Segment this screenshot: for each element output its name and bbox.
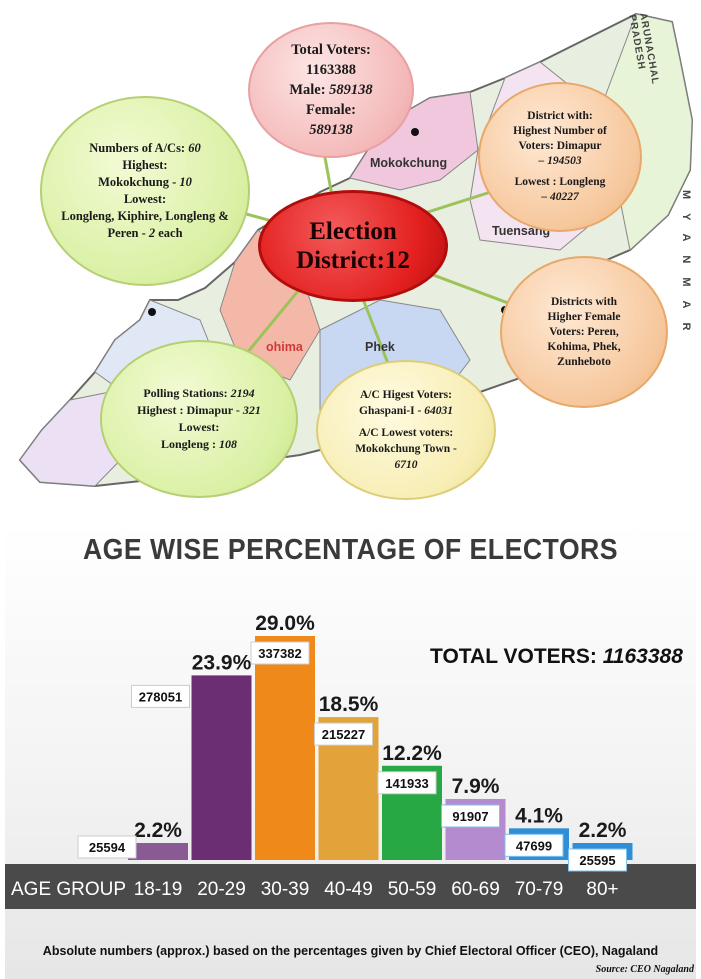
district-voters-line: Voters: Dimapur — [518, 140, 602, 152]
ac-highest-label: A/C Higest Voters: — [360, 389, 452, 401]
acs-bubble: Numbers of A/Cs: 60 Highest: Mokokchung … — [40, 96, 250, 286]
ac-lowest-label: A/C Lowest voters: — [358, 427, 454, 439]
value-box — [377, 771, 437, 795]
percent-label: 2.2% — [579, 819, 627, 842]
category-label: 60-69 — [451, 879, 500, 900]
polling-total: Polling Stations: 2194 — [143, 386, 255, 400]
map-label-mokokchung: Mokokchung — [370, 156, 448, 170]
total-voters-text: TOTAL VOTERS: — [430, 645, 597, 668]
male-voters: Male: 589138 — [289, 82, 373, 98]
value-label: 141933 — [385, 776, 428, 791]
category-label: 30-39 — [261, 879, 310, 900]
percent-label: 12.2% — [382, 742, 442, 765]
value-box — [250, 641, 310, 665]
polling-lowest: Longleng : 108 — [160, 437, 237, 451]
bar-30-39 — [255, 636, 315, 860]
chart-footnote: Absolute numbers (approx.) based on the … — [42, 944, 659, 958]
total-voters-label: TOTAL VOTERS: 1163388 — [430, 645, 683, 669]
category-label: 18-19 — [134, 879, 183, 900]
female-voters-line: Zunheboto — [557, 355, 611, 368]
chart-source: Source: CEO Nagaland — [595, 964, 694, 975]
ac-voters-bubble: A/C Higest Voters: Ghaspani-I - 64031 A/… — [316, 360, 496, 500]
election-label: Election — [309, 218, 397, 245]
map-label-kohima: ohima — [266, 340, 303, 354]
total-voters-bubble: Total Voters: 1163388 Male: 589138 Femal… — [248, 22, 414, 158]
value-label: 337382 — [258, 646, 301, 661]
acs-count: Numbers of A/Cs: 60 — [89, 141, 201, 155]
polling-stations-bubble: Polling Stations: 2194 Highest : Dimapur… — [100, 340, 298, 498]
age-wise-chart: AGE WISE PERCENTAGE OF ELECTORS AGE GROU… — [5, 524, 696, 979]
map-label-phek: Phek — [365, 340, 395, 354]
female-label: Female: — [306, 102, 356, 118]
district-infographic: Mokokchung Tuensang Phek ohima ARUNACHAL… — [18, 12, 694, 500]
value-label: 25594 — [89, 840, 126, 855]
ac-lowest-name: Mokokchung Town - — [355, 443, 457, 455]
district-voters-value: – 194503 — [538, 155, 582, 167]
acs-highest: Mokokchung - 10 — [98, 175, 192, 189]
female-voters-line: Voters: Peren, — [549, 325, 619, 338]
district-voters-line: Lowest : Longleng — [514, 176, 606, 188]
acs-highest-label: Highest: — [122, 158, 168, 172]
ac-highest: Ghaspani-I - 64031 — [359, 405, 453, 417]
district-voters-bubble: District with: Highest Number of Voters:… — [478, 82, 642, 232]
value-box — [441, 804, 500, 828]
polling-lowest-label: Lowest: — [178, 420, 220, 434]
acs-lowest-label: Lowest: — [123, 192, 167, 206]
percent-label: 18.5% — [319, 693, 379, 716]
total-voters-number: 1163388 — [602, 645, 683, 668]
district-voters-line: Highest Number of — [513, 125, 607, 137]
category-label: 50-59 — [388, 879, 437, 900]
chart-title: AGE WISE PERCENTAGE OF ELECTORS — [82, 534, 619, 566]
value-label: 47699 — [516, 838, 552, 853]
value-box — [568, 848, 627, 872]
female-value: 589138 — [309, 122, 353, 138]
female-voters-line: Districts with — [550, 295, 618, 308]
female-voters-bubble: Districts with Higher Female Voters: Per… — [500, 256, 668, 408]
percent-label: 29.0% — [255, 612, 315, 635]
district-voters-value: – 40227 — [541, 191, 579, 203]
map-label-myanmar: MYANMAR — [680, 190, 692, 345]
percent-label: 4.1% — [515, 804, 563, 827]
acs-lowest: Longleng, Kiphire, Longleng & Peren - 2 … — [61, 209, 229, 240]
value-label: 278051 — [139, 689, 182, 704]
female-voters-line: Kohima, Phek, — [547, 340, 621, 353]
bar-20-29 — [191, 675, 252, 860]
polling-highest: Highest : Dimapur - 321 — [137, 403, 261, 417]
category-label: 40-49 — [324, 879, 373, 900]
value-box — [504, 833, 564, 857]
total-voters-title: Total Voters: — [291, 42, 371, 58]
value-box — [314, 722, 373, 746]
district-voters-line: District with: — [527, 110, 593, 122]
district-count: District:12 — [296, 247, 410, 274]
election-district-bubble: Election District:12 — [258, 190, 448, 302]
x-axis-label: AGE GROUP — [11, 879, 126, 900]
value-label: 25595 — [579, 853, 615, 868]
total-voters-value: 1163388 — [306, 62, 356, 78]
value-label: 215227 — [322, 727, 365, 742]
percent-label: 7.9% — [452, 775, 500, 798]
percent-label: 23.9% — [192, 651, 252, 674]
bar-18-19 — [128, 843, 188, 860]
percent-label: 2.2% — [134, 819, 182, 842]
value-box — [131, 684, 190, 708]
female-voters-line: Higher Female — [547, 310, 621, 323]
bar-chart-svg: AGE GROUP 2.2% 25594 18-19 23.9% 278051 20-29 2… — [5, 612, 696, 909]
ac-lowest-value: 6710 — [394, 459, 418, 471]
category-label: 80+ — [586, 879, 618, 900]
value-label: 91907 — [452, 809, 488, 824]
category-label: 20-29 — [197, 879, 246, 900]
value-box — [77, 835, 137, 859]
category-label: 70-79 — [515, 879, 564, 900]
